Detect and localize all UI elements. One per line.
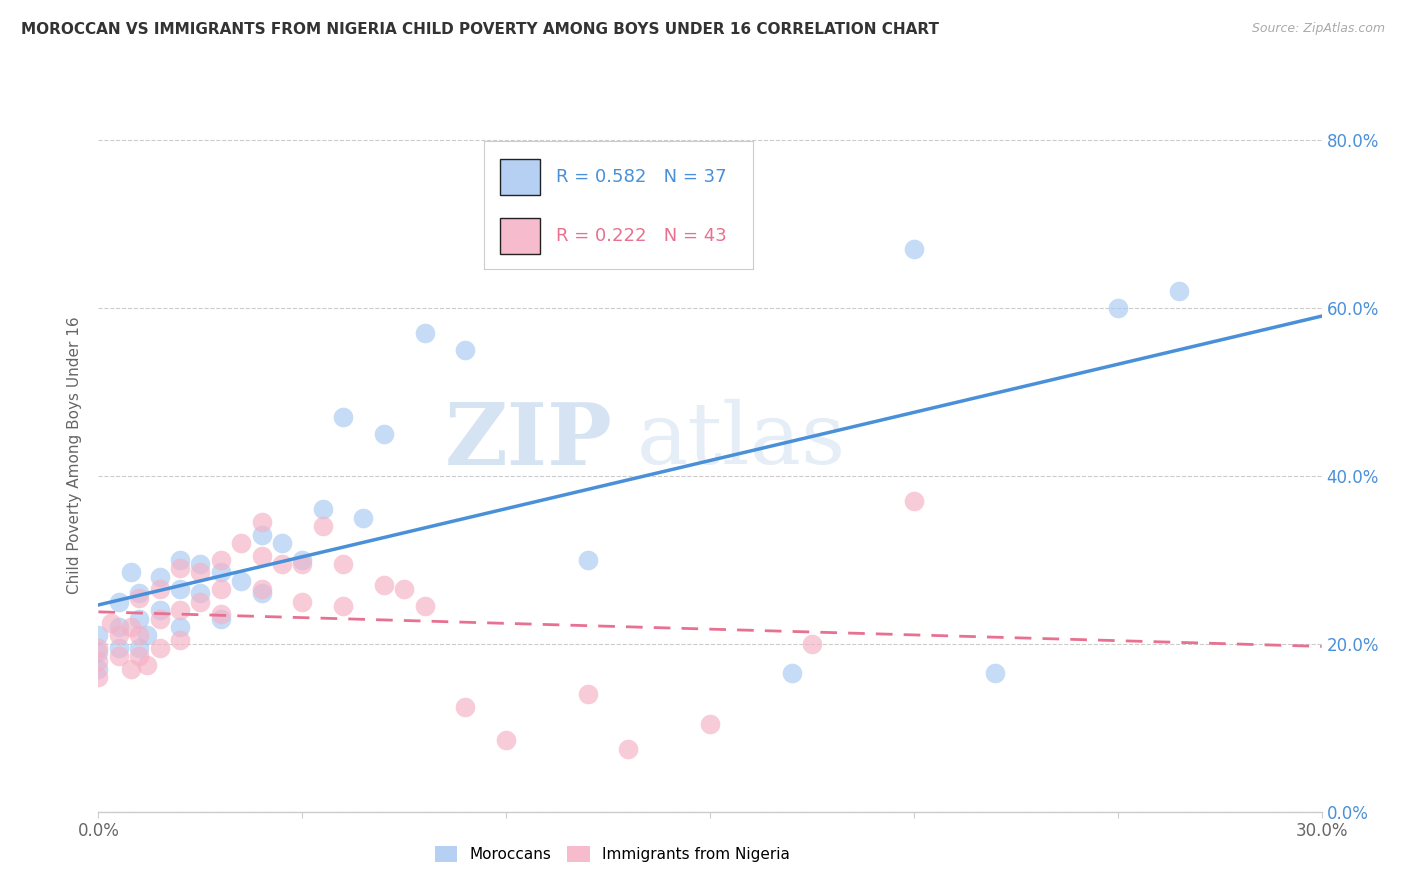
Point — [291, 557, 314, 571]
Point — [617, 741, 640, 756]
Point — [209, 582, 232, 597]
Point — [250, 527, 273, 541]
Point — [169, 603, 191, 617]
Point — [136, 657, 159, 672]
Point — [984, 666, 1007, 681]
Point — [100, 615, 122, 630]
Point — [576, 553, 599, 567]
FancyBboxPatch shape — [501, 218, 540, 254]
Point — [188, 586, 212, 600]
Point — [169, 620, 191, 634]
Point — [188, 595, 212, 609]
Point — [120, 566, 142, 580]
Point — [291, 595, 314, 609]
Point — [373, 578, 395, 592]
Legend: Moroccans, Immigrants from Nigeria: Moroccans, Immigrants from Nigeria — [429, 840, 796, 868]
Point — [231, 574, 253, 588]
Point — [136, 628, 159, 642]
Point — [312, 502, 335, 516]
Point — [128, 591, 150, 605]
Point — [903, 494, 925, 508]
Point — [699, 716, 721, 731]
Point — [332, 410, 354, 425]
Point — [1167, 284, 1189, 298]
Point — [413, 326, 436, 341]
Point — [332, 599, 354, 613]
Point — [209, 607, 232, 622]
Point — [312, 519, 335, 533]
Point — [495, 733, 517, 747]
Point — [270, 557, 294, 571]
Point — [128, 586, 150, 600]
Point — [149, 569, 172, 583]
Point — [188, 566, 212, 580]
Point — [250, 549, 273, 563]
Point — [250, 582, 273, 597]
Point — [149, 640, 172, 655]
Point — [231, 536, 253, 550]
Point — [250, 586, 273, 600]
Text: Source: ZipAtlas.com: Source: ZipAtlas.com — [1251, 22, 1385, 36]
Point — [120, 662, 142, 676]
Point — [291, 553, 314, 567]
Text: R = 0.222   N = 43: R = 0.222 N = 43 — [557, 227, 727, 245]
Point — [780, 666, 803, 681]
Point — [108, 628, 131, 642]
Point — [576, 687, 599, 701]
Point — [169, 632, 191, 647]
Point — [128, 649, 150, 664]
Point — [149, 603, 172, 617]
Point — [169, 561, 191, 575]
Point — [373, 426, 395, 441]
Y-axis label: Child Poverty Among Boys Under 16: Child Poverty Among Boys Under 16 — [67, 316, 83, 594]
Point — [120, 620, 142, 634]
Point — [188, 557, 212, 571]
Point — [352, 511, 374, 525]
Point — [108, 649, 131, 664]
Point — [250, 515, 273, 529]
Point — [87, 654, 110, 668]
Point — [454, 343, 477, 357]
Point — [87, 645, 110, 659]
Point — [413, 599, 436, 613]
Point — [801, 637, 824, 651]
Point — [332, 557, 354, 571]
Text: MOROCCAN VS IMMIGRANTS FROM NIGERIA CHILD POVERTY AMONG BOYS UNDER 16 CORRELATIO: MOROCCAN VS IMMIGRANTS FROM NIGERIA CHIL… — [21, 22, 939, 37]
Point — [87, 628, 110, 642]
Point — [270, 536, 294, 550]
Point — [128, 628, 150, 642]
Text: ZIP: ZIP — [444, 399, 612, 483]
Point — [128, 640, 150, 655]
Point — [209, 612, 232, 626]
Point — [108, 620, 131, 634]
Point — [903, 242, 925, 256]
Point — [169, 553, 191, 567]
Point — [149, 582, 172, 597]
Point — [209, 553, 232, 567]
Point — [87, 640, 110, 655]
Point — [108, 595, 131, 609]
Text: R = 0.582   N = 37: R = 0.582 N = 37 — [557, 168, 727, 186]
Point — [108, 640, 131, 655]
Point — [128, 612, 150, 626]
Point — [454, 699, 477, 714]
Point — [149, 612, 172, 626]
Point — [87, 662, 110, 676]
Point — [209, 566, 232, 580]
Text: atlas: atlas — [637, 399, 846, 483]
Point — [1107, 301, 1129, 315]
Point — [392, 582, 416, 597]
FancyBboxPatch shape — [501, 159, 540, 194]
Point — [87, 670, 110, 684]
Point — [169, 582, 191, 597]
